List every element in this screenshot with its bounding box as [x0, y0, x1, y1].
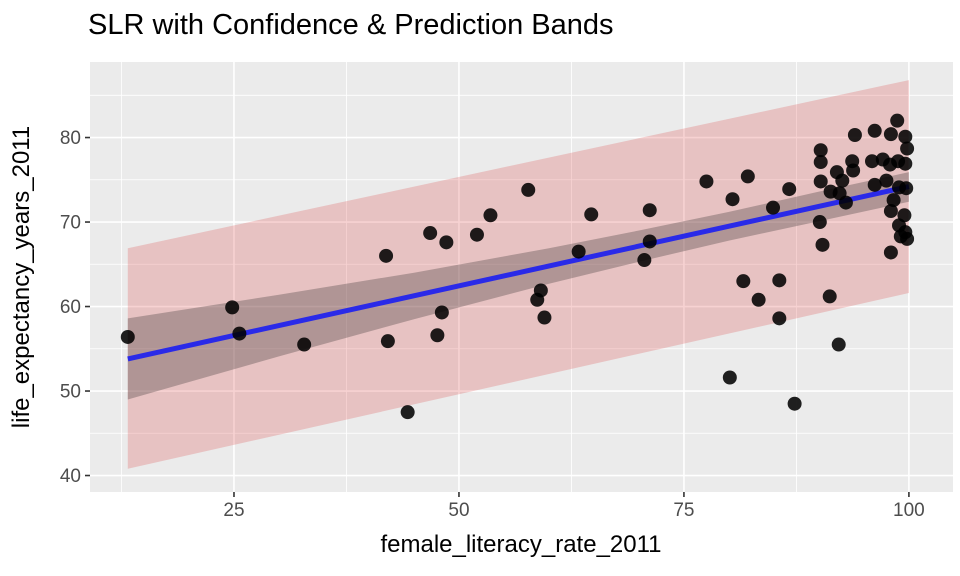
data-point: [886, 193, 901, 208]
data-point: [400, 405, 415, 420]
data-point: [813, 174, 828, 189]
data-point: [812, 215, 827, 230]
data-point: [225, 300, 240, 315]
data-point: [838, 195, 853, 210]
data-point: [883, 127, 898, 142]
data-point: [469, 227, 484, 242]
data-point: [637, 253, 652, 268]
data-point: [380, 334, 395, 349]
data-point: [751, 292, 766, 307]
data-point: [699, 174, 714, 189]
x-tick-label: 25: [223, 500, 244, 521]
data-point: [642, 234, 657, 249]
data-point: [846, 163, 861, 178]
y-tick-label: 80: [60, 128, 81, 149]
data-point: [890, 113, 905, 128]
data-point: [483, 208, 498, 223]
data-point: [898, 129, 913, 144]
data-point: [434, 305, 449, 320]
data-point: [815, 237, 830, 252]
data-point: [521, 182, 536, 197]
data-point: [883, 204, 898, 219]
data-point: [772, 311, 787, 326]
y-tick-label: 70: [60, 213, 81, 234]
data-point: [897, 208, 912, 223]
data-point: [232, 326, 247, 341]
panel-content: [90, 62, 953, 492]
data-point: [740, 169, 755, 184]
data-point: [782, 182, 797, 197]
x-tick-label: 75: [673, 500, 694, 521]
y-tick-label: 50: [60, 382, 81, 403]
data-point: [900, 231, 915, 246]
data-point: [766, 200, 781, 215]
data-point: [533, 283, 548, 298]
data-point: [883, 245, 898, 260]
data-point: [439, 235, 454, 250]
x-tick-label: 50: [448, 500, 469, 521]
data-point: [537, 310, 552, 325]
data-point: [865, 154, 880, 169]
data-point: [847, 128, 862, 143]
data-point: [899, 181, 914, 196]
y-tick-label: 40: [60, 466, 81, 487]
data-point: [772, 273, 787, 288]
x-tick-label: 100: [893, 500, 925, 521]
regression-line: [127, 184, 910, 362]
data-point: [879, 173, 894, 188]
y-tick-label: 60: [60, 297, 81, 318]
data-point: [831, 337, 846, 352]
data-point: [822, 289, 837, 304]
data-point: [571, 244, 586, 259]
data-point: [725, 192, 740, 207]
data-point: [813, 143, 828, 158]
data-point: [787, 396, 802, 411]
data-point: [722, 370, 737, 385]
data-point: [736, 274, 751, 289]
data-point: [642, 203, 657, 218]
data-point: [898, 156, 913, 171]
data-point: [379, 248, 394, 263]
data-point: [900, 141, 915, 156]
data-point: [867, 123, 882, 138]
y-axis-title: life_expectancy_years_2011: [8, 125, 35, 429]
data-point: [423, 226, 438, 241]
data-point: [120, 329, 135, 344]
data-point: [430, 328, 445, 343]
data-point: [835, 173, 850, 188]
chart-title: SLR with Confidence & Prediction Bands: [88, 9, 614, 41]
data-point: [813, 155, 828, 170]
x-axis-title: female_literacy_rate_2011: [380, 531, 662, 558]
data-point: [297, 337, 312, 352]
data-point: [867, 177, 882, 192]
data-point: [584, 207, 599, 222]
